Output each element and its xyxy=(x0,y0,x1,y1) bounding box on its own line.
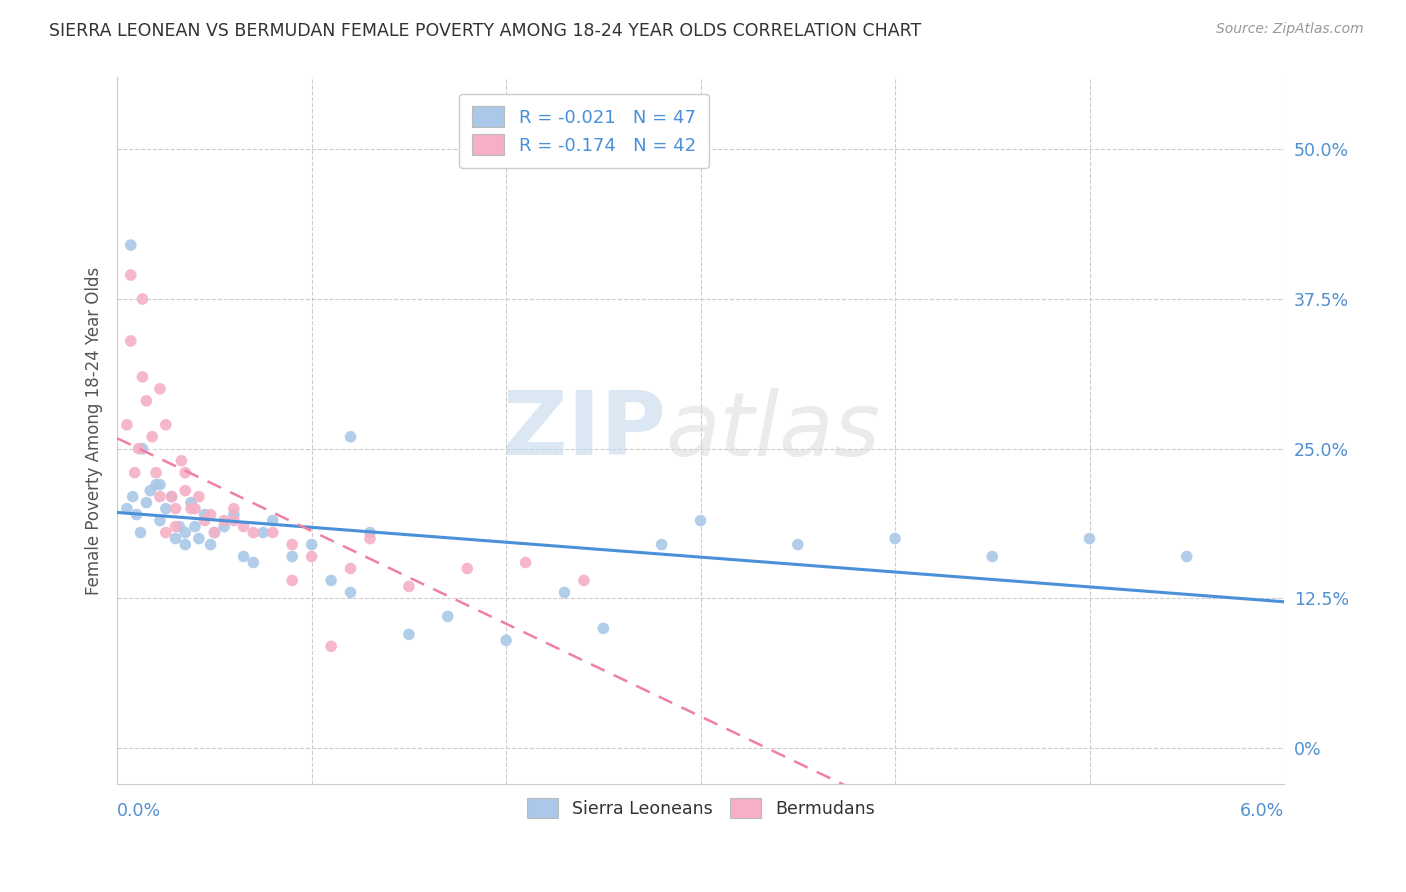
Legend: Sierra Leoneans, Bermudans: Sierra Leoneans, Bermudans xyxy=(520,791,882,825)
Text: Source: ZipAtlas.com: Source: ZipAtlas.com xyxy=(1216,22,1364,37)
Point xyxy=(128,442,150,456)
Point xyxy=(200,508,222,522)
Text: 0.0%: 0.0% xyxy=(117,802,162,820)
Point xyxy=(165,501,187,516)
Point xyxy=(222,501,245,516)
Point xyxy=(339,585,361,599)
Point xyxy=(212,519,235,533)
Point xyxy=(515,556,537,570)
Point xyxy=(456,561,478,575)
Point xyxy=(120,334,142,348)
Point xyxy=(131,369,153,384)
Point xyxy=(232,519,254,533)
Point xyxy=(252,525,274,540)
Point xyxy=(165,532,187,546)
Point xyxy=(174,483,197,498)
Point xyxy=(359,532,381,546)
Point xyxy=(120,268,142,282)
Point xyxy=(149,490,172,504)
Point xyxy=(155,525,177,540)
Point xyxy=(786,537,808,551)
Point xyxy=(174,525,197,540)
Point xyxy=(165,519,187,533)
Point xyxy=(1078,532,1101,546)
Point xyxy=(200,537,222,551)
Point xyxy=(115,417,138,432)
Point xyxy=(884,532,907,546)
Point xyxy=(141,430,163,444)
Point xyxy=(1175,549,1198,564)
Point xyxy=(170,453,193,467)
Point xyxy=(124,466,146,480)
Point xyxy=(222,514,245,528)
Point xyxy=(281,549,304,564)
Point xyxy=(359,525,381,540)
Point xyxy=(281,574,304,588)
Point xyxy=(149,382,172,396)
Y-axis label: Female Poverty Among 18-24 Year Olds: Female Poverty Among 18-24 Year Olds xyxy=(86,267,103,595)
Point xyxy=(160,490,183,504)
Text: ZIP: ZIP xyxy=(503,387,665,475)
Point xyxy=(319,574,342,588)
Point xyxy=(553,585,575,599)
Point xyxy=(689,514,711,528)
Point xyxy=(242,525,264,540)
Point xyxy=(184,501,207,516)
Point xyxy=(155,417,177,432)
Point xyxy=(495,633,517,648)
Point xyxy=(981,549,1004,564)
Point xyxy=(145,477,167,491)
Point xyxy=(174,466,197,480)
Text: SIERRA LEONEAN VS BERMUDAN FEMALE POVERTY AMONG 18-24 YEAR OLDS CORRELATION CHAR: SIERRA LEONEAN VS BERMUDAN FEMALE POVERT… xyxy=(49,22,921,40)
Point xyxy=(194,514,217,528)
Point xyxy=(232,549,254,564)
Point xyxy=(155,501,177,516)
Point xyxy=(129,525,152,540)
Point xyxy=(194,508,217,522)
Point xyxy=(169,519,191,533)
Point xyxy=(204,525,226,540)
Point xyxy=(149,477,172,491)
Point xyxy=(436,609,458,624)
Point xyxy=(135,495,157,509)
Point xyxy=(262,525,284,540)
Point xyxy=(131,442,153,456)
Point xyxy=(180,495,202,509)
Point xyxy=(125,508,148,522)
Point xyxy=(281,537,304,551)
Point xyxy=(121,490,143,504)
Point xyxy=(262,514,284,528)
Point xyxy=(187,490,209,504)
Point xyxy=(301,537,323,551)
Point xyxy=(139,483,162,498)
Point xyxy=(204,525,226,540)
Point xyxy=(301,549,323,564)
Point xyxy=(222,508,245,522)
Point xyxy=(135,393,157,408)
Point xyxy=(339,561,361,575)
Point xyxy=(184,519,207,533)
Point xyxy=(187,532,209,546)
Point xyxy=(145,466,167,480)
Text: atlas: atlas xyxy=(665,388,880,474)
Point xyxy=(120,238,142,252)
Point xyxy=(242,556,264,570)
Text: 6.0%: 6.0% xyxy=(1240,802,1284,820)
Point xyxy=(180,501,202,516)
Point xyxy=(339,430,361,444)
Point xyxy=(398,627,420,641)
Point xyxy=(131,292,153,306)
Point xyxy=(160,490,183,504)
Point xyxy=(149,514,172,528)
Point xyxy=(115,501,138,516)
Point xyxy=(319,640,342,654)
Point xyxy=(651,537,673,551)
Point xyxy=(174,537,197,551)
Point xyxy=(592,621,614,635)
Point xyxy=(572,574,595,588)
Point xyxy=(212,514,235,528)
Point xyxy=(398,579,420,593)
